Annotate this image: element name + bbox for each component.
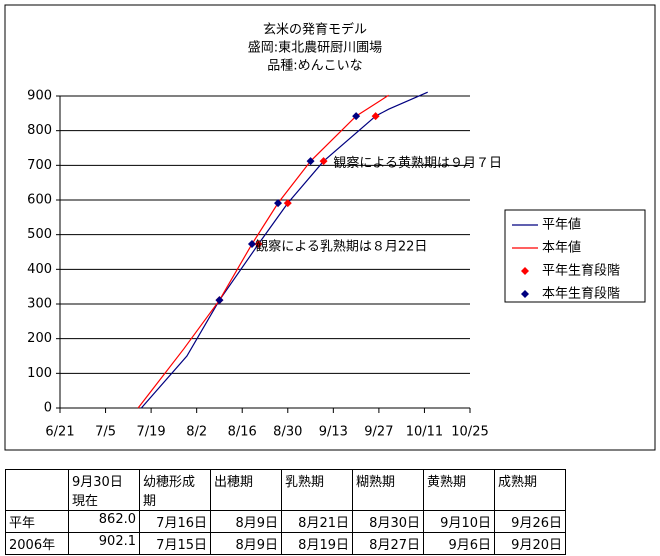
x-tick-label: 6/21 bbox=[45, 425, 74, 440]
cell: 9月20日 bbox=[494, 532, 566, 555]
x-tick-label: 8/16 bbox=[228, 425, 257, 440]
legend-label: 平年値 bbox=[542, 217, 581, 233]
stage-marker bbox=[283, 199, 292, 208]
x-tick-label: 8/2 bbox=[186, 425, 207, 440]
x-tick-label: 10/11 bbox=[406, 425, 443, 440]
series-line bbox=[137, 94, 389, 409]
table-row: 平年 862.0 7月16日 8月9日 8月21日 8月30日 9月10日 9月26日 bbox=[5, 510, 566, 533]
cell: 9月10日 bbox=[423, 510, 495, 533]
legend-label: 本年生育段階 bbox=[542, 286, 620, 302]
cell: 7月16日 bbox=[139, 510, 211, 533]
chart-title: 盛岡:東北農研厨川圃場 bbox=[248, 40, 382, 56]
stage-marker bbox=[306, 157, 315, 166]
y-tick-label: 700 bbox=[27, 158, 52, 173]
header-cell: 出穂期 bbox=[210, 469, 282, 511]
y-tick-label: 900 bbox=[27, 89, 52, 104]
cell: 2006年 bbox=[5, 532, 69, 555]
y-tick-label: 100 bbox=[27, 366, 52, 381]
header-cell: 成熟期 bbox=[494, 469, 566, 511]
stage-marker bbox=[254, 240, 263, 249]
stage-marker bbox=[274, 199, 283, 208]
chart-title: 品種:めんこいな bbox=[267, 58, 362, 74]
y-tick-label: 200 bbox=[27, 331, 52, 346]
x-tick-label: 9/13 bbox=[319, 425, 348, 440]
table-row: 2006年 902.1 7月15日 8月9日 8月19日 8月27日 9月6日 9月20日 bbox=[5, 532, 566, 555]
stage-marker bbox=[247, 240, 256, 249]
stage-marker bbox=[319, 157, 328, 166]
annotation: 観察による乳熟期は８月22日 bbox=[255, 238, 427, 254]
chart-title: 玄米の発育モデル bbox=[263, 22, 367, 38]
legend-swatch bbox=[521, 290, 529, 298]
cell: 9月26日 bbox=[494, 510, 566, 533]
cell: 8月21日 bbox=[281, 510, 353, 533]
cell: 902.1 bbox=[68, 532, 140, 555]
stage-marker bbox=[352, 112, 361, 121]
y-tick-label: 400 bbox=[27, 262, 52, 277]
header-cell: 幼穂形成 期 bbox=[139, 469, 211, 511]
stage-marker bbox=[215, 296, 224, 305]
x-tick-label: 9/27 bbox=[364, 425, 393, 440]
x-tick-label: 7/19 bbox=[137, 425, 166, 440]
y-tick-label: 300 bbox=[27, 297, 52, 312]
x-tick-label: 8/30 bbox=[273, 425, 302, 440]
cell: 8月30日 bbox=[352, 510, 424, 533]
cell: 8月19日 bbox=[281, 532, 353, 555]
cell: 8月27日 bbox=[352, 532, 424, 555]
stage-marker bbox=[371, 112, 380, 121]
cell: 8月9日 bbox=[210, 532, 282, 555]
cell: 9月6日 bbox=[423, 532, 495, 555]
y-tick-label: 600 bbox=[27, 193, 52, 208]
cell: 7月15日 bbox=[139, 532, 211, 555]
table-row: 9月30日 現在 幼穂形成 期出穂期 乳熟期 糊熟期 黄熟期 成熟期 bbox=[5, 469, 566, 511]
y-tick-label: 500 bbox=[27, 227, 52, 242]
data-table: 9月30日 現在 幼穂形成 期出穂期 乳熟期 糊熟期 黄熟期 成熟期 平年 862.0 7月16… bbox=[5, 469, 566, 555]
cell: 8月9日 bbox=[210, 510, 282, 533]
legend-label: 本年値 bbox=[542, 240, 581, 256]
header-cell: 乳熟期 bbox=[281, 469, 353, 511]
legend-label: 平年生育段階 bbox=[542, 263, 620, 279]
legend-swatch bbox=[521, 267, 529, 275]
header-cell: 黄熟期 bbox=[423, 469, 495, 511]
cell: 862.0 bbox=[68, 510, 140, 533]
header-cell: 9月30日 現在 bbox=[68, 469, 140, 511]
x-tick-label: 7/5 bbox=[95, 425, 116, 440]
annotation: 観察による黄熟期は９月７日 bbox=[333, 155, 502, 171]
header-cell: 糊熟期 bbox=[352, 469, 424, 511]
cell: 平年 bbox=[5, 510, 69, 533]
x-tick-label: 10/25 bbox=[451, 425, 488, 440]
y-tick-label: 800 bbox=[27, 123, 52, 138]
y-tick-label: 0 bbox=[44, 401, 52, 416]
header-cell bbox=[5, 469, 69, 511]
